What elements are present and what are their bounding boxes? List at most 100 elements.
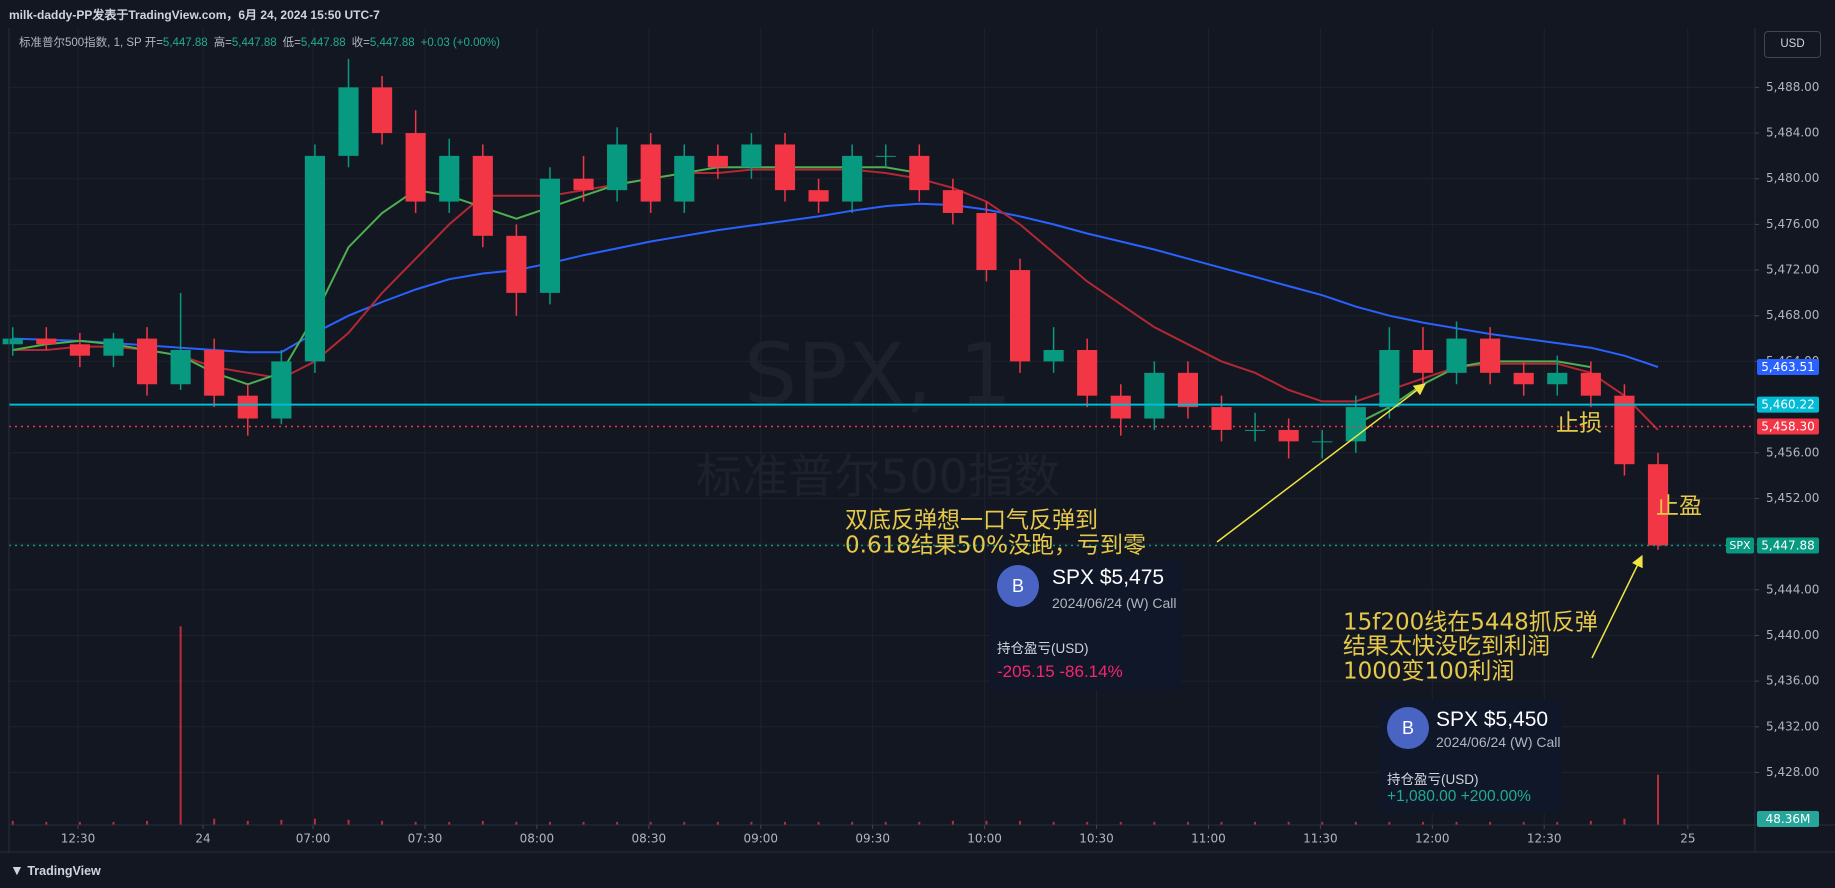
price-tag (1757, 537, 1819, 554)
volume-bar (481, 820, 484, 825)
watermark-name: 标准普尔500指数 (696, 450, 1060, 504)
volume-bar (1421, 821, 1424, 825)
y-tick-label: 5,472.00 (1766, 263, 1819, 277)
candle-body (36, 338, 57, 345)
volume-bar (1354, 821, 1357, 825)
candle-body (271, 361, 292, 419)
y-tick-label: 5,456.00 (1766, 445, 1819, 459)
candle-body (1446, 338, 1467, 373)
y-tick-label: 5,480.00 (1766, 171, 1819, 185)
candle-body (1379, 349, 1400, 408)
y-tick-label: 5,432.00 (1766, 719, 1819, 733)
candle-body (808, 190, 829, 202)
candle-body (976, 212, 997, 271)
volume-bar (1489, 821, 1492, 825)
currency-button[interactable]: USD (1764, 31, 1821, 58)
volume-bar (582, 821, 585, 825)
candle-body (1144, 372, 1165, 419)
position-card[interactable]: B SPX $5,475 2024/06/24 (W) Call 持仓盈亏(US… (989, 559, 1182, 690)
candle-body (1513, 372, 1534, 385)
volume-bar (548, 821, 551, 825)
volume-bar (45, 821, 48, 825)
candle-body (1278, 429, 1299, 442)
y-tick-label: 5,468.00 (1766, 308, 1819, 322)
price-tag (1757, 396, 1819, 413)
volume-bar (784, 821, 786, 825)
candle-body (506, 235, 527, 293)
candle-body (909, 155, 930, 191)
card-title: SPX $5,450 (1436, 708, 1549, 731)
y-tick-label: 5,444.00 (1766, 582, 1819, 596)
candle-body (2, 338, 23, 345)
volume-bar (1589, 820, 1592, 825)
annotation: 1000变100利润 (1343, 659, 1514, 685)
volume-bar (1220, 821, 1223, 825)
card-pnl: +1,080.00 +200.00% (1387, 788, 1531, 805)
legend-field-label: 收= (351, 37, 370, 49)
candle-body (338, 87, 359, 156)
candle-body (1412, 349, 1434, 373)
candle-body (1177, 372, 1198, 408)
volume-bar (381, 820, 384, 825)
candle-body (1480, 338, 1501, 373)
x-tick-label: 12:30 (1527, 832, 1562, 846)
card-icon: B (997, 565, 1039, 607)
volume-bar (112, 821, 115, 825)
volume-bar (448, 821, 451, 825)
volume-bar (1657, 774, 1659, 825)
card-subtitle: 2024/06/24 (W) Call (1052, 595, 1177, 611)
x-tick-label: 07:00 (296, 832, 331, 846)
arrow (1216, 383, 1426, 543)
symbol-tag-label: SPX (1729, 539, 1751, 552)
card-icon: B (1387, 707, 1429, 749)
candle-body (1580, 372, 1601, 396)
arrow (1591, 554, 1643, 659)
volume-bar (1254, 821, 1257, 825)
annotations: 双底反弹想一口气反弹到 0.618结果50%没跑，亏到零 止损 止盈 15f20… (845, 411, 1702, 685)
x-tick-label: 10:00 (967, 832, 1002, 846)
candle-body (1110, 395, 1131, 419)
candle-body (69, 344, 90, 356)
card-title: SPX $5,475 (1052, 566, 1165, 589)
price-tag (1757, 359, 1819, 376)
header-title: milk-daddy-PP发表于TradingView.com，6月 24, 2… (9, 8, 380, 22)
candle-body (1614, 395, 1635, 465)
candle-body (304, 155, 325, 362)
x-tick-label: 24 (195, 832, 210, 846)
candle-body (1547, 372, 1568, 385)
candle-body (674, 155, 695, 202)
card-pnl-label: 持仓盈亏(USD) (1387, 772, 1479, 787)
footer-text: TradingView (27, 864, 101, 878)
volume-bar (1153, 821, 1156, 825)
candle-body (875, 155, 896, 157)
candle-body (539, 178, 561, 293)
candle-body (103, 338, 124, 356)
volume-bar (1052, 821, 1055, 825)
candle-body (1077, 349, 1098, 396)
volume-tag-label: 48.36M (1766, 812, 1811, 826)
position-card[interactable]: B SPX $5,450 2024/06/24 (W) Call 1 持仓盈亏(… (1379, 700, 1562, 813)
volume-bar (716, 821, 719, 825)
candle-body (640, 144, 661, 202)
watermark-symbol: SPX, 1 (744, 325, 1012, 423)
volume-bar (1119, 821, 1122, 825)
x-tick-label: 08:00 (520, 832, 555, 846)
volume-bar (1455, 821, 1458, 825)
candle-body (1009, 270, 1031, 362)
legend-field-value: 5,447.88 (369, 37, 415, 49)
candle-body (170, 349, 191, 385)
legend-change: +0.03 (+0.00%) (420, 37, 500, 49)
annotation: 双底反弹想一口气反弹到 (845, 508, 1098, 534)
volume-bar (951, 820, 954, 825)
candle-body (942, 190, 963, 213)
volume-bar (1186, 821, 1189, 825)
footer-brand: ▼ TradingView (10, 862, 101, 878)
candle-body (204, 349, 225, 396)
candle-body (439, 155, 460, 202)
volume-bar (1321, 821, 1324, 825)
x-tick-label: 10:30 (1079, 832, 1114, 846)
y-tick-label: 5,436.00 (1766, 674, 1819, 688)
volume-bar (1086, 821, 1089, 825)
annotation: 0.618结果50%没跑，亏到零 (845, 533, 1146, 559)
legend-field-label: 低= (282, 37, 301, 49)
